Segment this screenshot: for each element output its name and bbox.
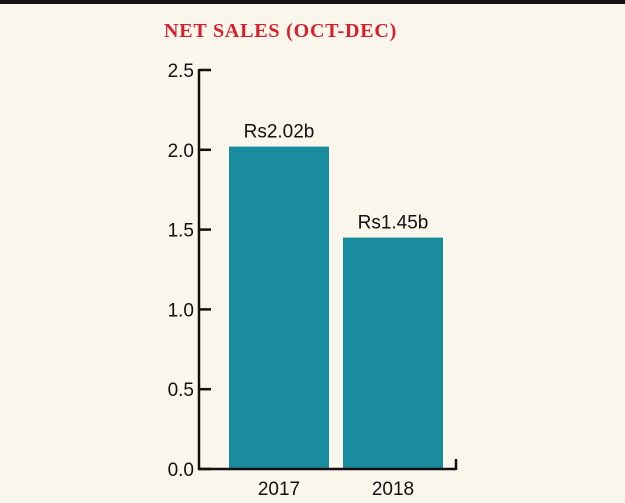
x-tick-label-2018: 2018 [372,479,414,500]
y-tick-label-1.0: 1.0 [168,300,194,321]
x-tick-label-2017: 2017 [258,479,300,500]
data-label-2018: Rs1.45b [358,213,429,234]
bar-2017 [229,146,329,469]
y-tick-label-2.5: 2.5 [168,61,194,82]
y-tick-label-1.5: 1.5 [168,221,194,242]
data-label-2017: Rs2.02b [244,122,315,143]
y-tick-label-0.5: 0.5 [168,380,194,401]
y-tick-label-2.0: 2.0 [168,141,194,162]
bar-2018 [343,237,443,469]
chart-title: NET SALES (OCT-DEC) [164,20,398,42]
y-tick-label-0.0: 0.0 [168,460,194,481]
top-rule [0,0,625,4]
